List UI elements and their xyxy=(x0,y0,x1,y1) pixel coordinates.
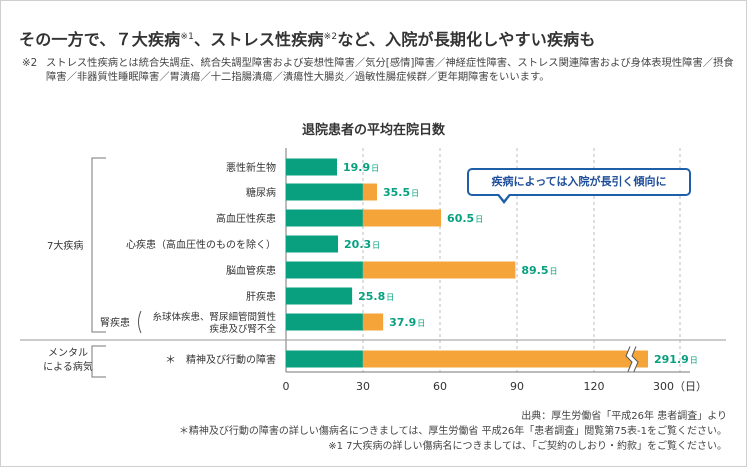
callout-text: 疾病によっては入院が長引く傾向に xyxy=(491,175,667,188)
bar-baseline-segment xyxy=(286,158,338,176)
asterisk-marker: ＊ xyxy=(165,353,176,366)
mental-disorder-note: ＊精神及び行動の障害の詳しい傷病名につきましては、厚生労働省 平成26年「患者調… xyxy=(178,426,727,437)
note-marker: ※2 xyxy=(22,57,38,69)
axis-break-gap xyxy=(626,346,638,372)
chart-title: 退院患者の平均在院日数 xyxy=(301,123,445,138)
category-label: 高血圧性疾患 xyxy=(216,212,276,225)
value-label: 35.5日 xyxy=(383,186,419,199)
group-label: による病気 xyxy=(43,360,93,373)
bar-excess-segment xyxy=(362,209,442,227)
group-bracket xyxy=(91,345,106,378)
bar-baseline-segment xyxy=(286,235,339,253)
bar-baseline-segment xyxy=(286,261,363,279)
stress-disease-note: ※2 ストレス性疾病とは統合失調症、統合失調型障害および妄想性障害／気分[感情]… xyxy=(22,56,734,84)
value-label: 25.8日 xyxy=(358,290,394,303)
group-label: メンタル xyxy=(48,347,88,359)
x-tick-label: 300（日） xyxy=(653,380,707,393)
category-label: 疾患及び腎不全 xyxy=(209,323,276,335)
bar-excess-segment xyxy=(362,261,516,279)
category-label: 糸球体疾患、腎尿細管間質性 xyxy=(152,311,276,323)
axis-break-line xyxy=(625,346,633,372)
category-label: 脳血管疾患 xyxy=(226,264,276,277)
source-note: 出典：厚生労働省「平成26年 患者調査」より xyxy=(521,411,727,422)
x-tick-label: 30 xyxy=(356,380,370,393)
bar-baseline-segment xyxy=(286,287,353,305)
axis-break-line xyxy=(631,346,639,372)
category-label: 糖尿病 xyxy=(246,186,276,199)
bar-baseline-segment xyxy=(286,209,363,227)
bar-baseline-segment xyxy=(286,183,363,201)
value-label: 37.9日 xyxy=(389,316,425,329)
value-label: 19.9日 xyxy=(343,161,379,174)
bar-excess-segment xyxy=(362,313,384,331)
bar-excess-segment xyxy=(362,183,377,201)
category-label: 肝疾患 xyxy=(246,290,276,303)
bar-baseline-segment xyxy=(286,313,363,331)
category-label: 心疾患（高血圧性のものを除く） xyxy=(126,238,276,251)
value-label: 291.9日 xyxy=(654,353,698,366)
category-label: 精神及び行動の障害 xyxy=(186,353,276,366)
x-tick-label: 120 xyxy=(584,380,605,393)
x-tick-label: 90 xyxy=(510,380,524,393)
note-text: ストレス性疾病とは統合失調症、統合失調型障害および妄想性障害／気分[感情]障害／… xyxy=(46,57,734,83)
callout-bubble: 疾病によっては入院が長引く傾向に xyxy=(467,168,691,204)
footnotes: 出典：厚生労働省「平成26年 患者調査」より ＊精神及び行動の障害の詳しい傷病名… xyxy=(179,409,727,454)
bar-baseline-segment xyxy=(286,350,363,368)
group-label: 7大疾病 xyxy=(47,239,83,252)
bar-excess-segment xyxy=(362,350,648,368)
category-label: 悪性新生物 xyxy=(226,161,276,174)
value-label: 89.5日 xyxy=(521,264,557,277)
headline: その一方で、７大疾病※1、ストレス性疾病※2など、入院が長期化しやすい疾病も xyxy=(19,30,596,49)
x-tick-label: 0 xyxy=(283,380,290,393)
value-label: 20.3日 xyxy=(344,238,380,251)
subgroup-label: 腎疾患 xyxy=(100,316,130,329)
subgroup-bracket xyxy=(138,310,142,334)
seven-diseases-note: ※1 7大疾病の詳しい傷病名につきましては、「ご契約のしおり・約款」をご覧くださ… xyxy=(328,441,727,452)
x-tick-label: 60 xyxy=(433,380,447,393)
group-bracket xyxy=(91,157,106,333)
value-label: 60.5日 xyxy=(447,212,483,225)
